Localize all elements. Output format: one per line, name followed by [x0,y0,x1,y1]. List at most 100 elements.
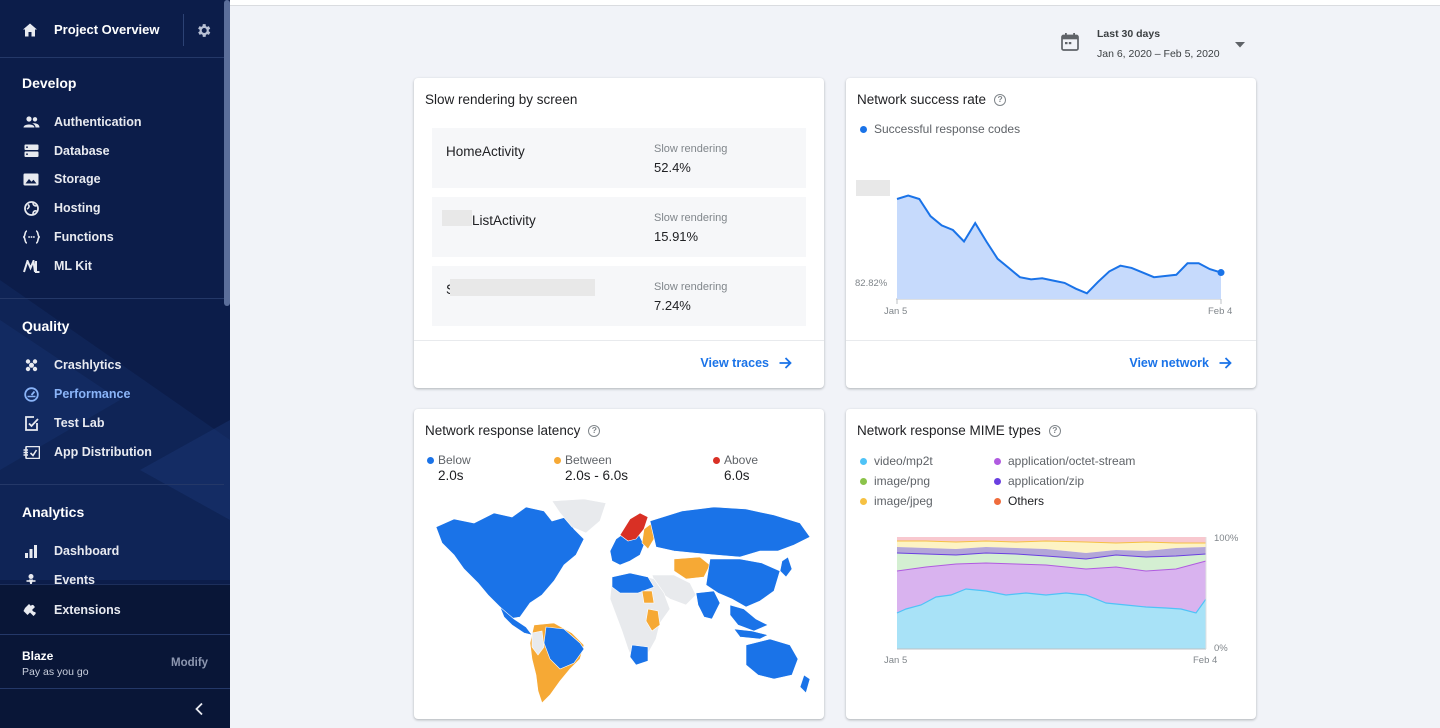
mime-band-zip[interactable] [897,541,1206,553]
sidebar-item-storage[interactable]: Storage [22,167,212,191]
mime-band-video-mp2t[interactable] [897,589,1206,649]
storage-icon [22,171,40,187]
modify-plan-button[interactable]: Modify [171,657,209,669]
sidebar-item-crashlytics[interactable]: Crashlytics [22,353,212,377]
map-region-north-africa[interactable] [611,572,655,594]
map-region-japan[interactable] [779,556,793,578]
sidebar-item-app-distribution[interactable]: App Distribution [22,440,212,464]
list-item[interactable]: S Slow rendering 7.24% [432,266,806,326]
section-develop: Develop [22,75,77,91]
legend-dot [860,477,867,485]
chevron-down-icon[interactable] [1235,42,1245,48]
map-region-kazakhstan[interactable] [673,556,711,580]
sidebar-divider [0,298,224,299]
sidebar-item-label: Performance [54,387,131,401]
map-region-south-africa[interactable] [629,644,649,666]
mime-line-mp2t [896,588,1207,614]
success-area [897,195,1221,299]
map-region-central-america[interactable] [499,606,533,636]
sidebar-item-label: Extensions [54,603,121,617]
legend-label: Between [565,453,612,467]
mime-band-others[interactable] [897,537,1206,543]
success-last-point[interactable] [1217,269,1225,277]
map-region-new-zealand[interactable] [799,674,811,694]
project-overview-link[interactable]: Project Overview [54,22,160,37]
map-region-africa[interactable] [609,572,671,664]
sidebar-item-hosting[interactable]: Hosting [22,196,212,220]
view-traces-label: View traces [700,356,769,370]
mime-types-card: Network response MIME types ? video/mp2t… [846,409,1256,719]
map-region-australia[interactable] [745,638,799,680]
mime-band-octet-stream[interactable] [897,561,1206,613]
map-region-greenland[interactable] [551,499,607,534]
legend-label: image/jpeg [874,494,933,508]
help-icon[interactable]: ? [994,93,1007,106]
chart-legend: Successful response codes [860,122,1020,136]
legend-dot [994,497,1001,505]
events-icon [22,572,40,588]
help-icon[interactable]: ? [1048,424,1061,437]
map-region-indonesia[interactable] [733,628,769,640]
sidebar-item-database[interactable]: Database [22,139,212,163]
sidebar-item-label: Database [54,144,110,158]
view-traces-link[interactable]: View traces [700,356,792,370]
sidebar-item-label: Authentication [54,115,142,129]
extensions-row[interactable]: Extensions [22,598,212,622]
y-axis-bottom-label: 0% [1214,643,1228,654]
sidebar-item-events[interactable]: Events [22,568,212,592]
latency-card: Network response latency ? Below 2.0s Be… [414,409,824,719]
sidebar-item-test-lab[interactable]: Test Lab [22,411,212,435]
legend-label: application/zip [1008,474,1085,488]
legend-below: Below 2.0s [427,453,471,483]
legend-value: 2.0s - 6.0s [565,468,629,483]
sidebar-item-functions[interactable]: Functions [22,225,212,249]
redacted-y-label [856,180,890,196]
mime-band-png[interactable] [897,553,1206,571]
y-axis-top-label: 100% [1214,533,1239,544]
crashlytics-icon [22,357,40,373]
date-range-picker[interactable]: Last 30 days Jan 6, 2020 – Feb 5, 2020 [1060,26,1250,66]
gear-icon[interactable] [195,22,212,39]
view-network-link[interactable]: View network [1129,356,1232,370]
world-map[interactable] [434,499,812,704]
sidebar-item-label: App Distribution [54,445,152,459]
legend-dot [860,125,867,133]
mime-line-top [897,540,1206,544]
success-rate-chart [896,194,1225,304]
mime-band-jpeg[interactable] [897,547,1206,559]
map-region-india[interactable] [695,590,721,620]
legend-video-mp2t: video/mp2t [860,454,933,468]
map-region-egypt[interactable] [641,590,655,604]
map-region-asia[interactable] [705,558,781,608]
sidebar-item-performance[interactable]: Performance [22,382,212,406]
sidebar-item-ml-kit[interactable]: ML Kit [22,254,212,278]
map-region-russia[interactable] [649,506,811,558]
date-range-value: Jan 6, 2020 – Feb 5, 2020 [1097,48,1220,60]
list-item[interactable]: HomeActivity Slow rendering 52.4% [432,128,806,188]
sidebar-item-label: ML Kit [54,259,92,273]
sidebar-item-dashboard[interactable]: Dashboard [22,539,212,563]
map-region-brazil[interactable] [543,626,585,670]
slow-rendering-card: Slow rendering by screen HomeActivity Sl… [414,78,824,388]
legend-label: video/mp2t [874,454,933,468]
map-region-southeast-asia[interactable] [729,604,769,632]
sidebar-item-extensions[interactable]: Extensions [0,584,230,634]
map-region-east-africa[interactable] [645,608,661,632]
list-item[interactable]: ListActivity Slow rendering 15.91% [432,197,806,257]
legend-dot [860,457,867,465]
sidebar-item-label: Events [54,573,95,587]
legend-label: Others [1008,494,1045,508]
home-icon[interactable] [22,22,38,38]
mime-line-jpeg [896,552,1207,560]
collapse-sidebar-icon[interactable] [194,702,204,716]
sidebar-divider [0,484,224,485]
sidebar-scrollbar[interactable] [224,0,230,306]
map-region-scandinavia[interactable] [619,512,649,542]
plan-description: Pay as you go [22,666,89,678]
metric-label: Slow rendering [654,212,728,224]
arrow-right-icon [779,357,792,369]
map-region-andes[interactable] [531,630,545,656]
sidebar-item-authentication[interactable]: Authentication [22,110,212,134]
help-icon[interactable]: ? [588,424,601,437]
map-region-north-america[interactable] [435,506,585,620]
